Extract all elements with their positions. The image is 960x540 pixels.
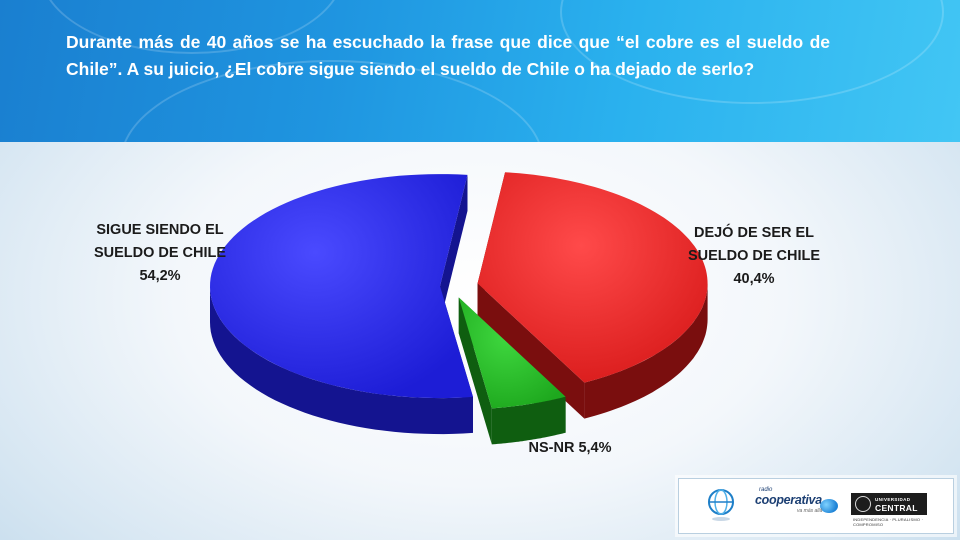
universidad-tagline: INDEPENDENCIA · PLURALISMO · COMPROMISO <box>853 517 924 527</box>
pie-slice-sigue <box>210 174 473 399</box>
globe-logo-icon <box>708 489 734 521</box>
universidad-logo: UNIVERSIDAD CENTRAL <box>851 493 927 515</box>
header-banner: Durante más de 40 años se ha escuchado l… <box>0 0 960 142</box>
pie-slice-nsnr-side <box>491 396 566 445</box>
slice-label-line: SIGUE SIENDO EL <box>96 222 224 238</box>
slice-label-dejo: DEJÓ DE SER EL SUELDO DE CHILE 40,4% <box>676 222 832 291</box>
pie-slice-dejo-side <box>584 283 708 419</box>
slice-label-line: SUELDO DE CHILE <box>93 245 227 261</box>
cooperativa-radio-text: radio <box>759 487 773 493</box>
survey-question: Durante más de 40 años se ha escuchado l… <box>66 32 830 79</box>
universidad-small-text: UNIVERSIDAD <box>875 497 911 502</box>
pie-slice-dejo-cut <box>477 283 585 419</box>
slice-label-line: DEJÓ DE SER EL <box>693 225 815 241</box>
slice-value-label: 54,2% <box>139 268 181 284</box>
sponsor-logos: radio cooperativa va más allá UNIVERSIDA… <box>678 478 954 534</box>
pie-slice-dejo <box>477 172 708 383</box>
universidad-name: UNIVERSIDAD CENTRAL <box>875 495 918 513</box>
pie-slice-nsnr <box>458 297 566 409</box>
cooperativa-swirl-icon <box>820 499 838 513</box>
slice-value-label: 40,4% <box>733 271 775 287</box>
universidad-emblem-icon <box>855 496 871 512</box>
slice-label-line: NS-NR 5,4% <box>528 440 612 456</box>
slice-label-sigue: SIGUE SIENDO EL SUELDO DE CHILE 54,2% <box>80 219 240 288</box>
pie-slice-sigue-cut <box>440 174 468 323</box>
slice-label-nsnr: NS-NR 5,4% <box>490 437 650 460</box>
slice-label-line: SUELDO DE CHILE <box>687 248 821 264</box>
pie-chart <box>210 172 708 445</box>
cooperativa-tagline: va más allá <box>797 508 823 514</box>
cooperativa-logo-text: cooperativa <box>755 493 822 507</box>
universidad-big-text: CENTRAL <box>875 503 918 513</box>
pie-slice-sigue-side <box>210 286 473 435</box>
